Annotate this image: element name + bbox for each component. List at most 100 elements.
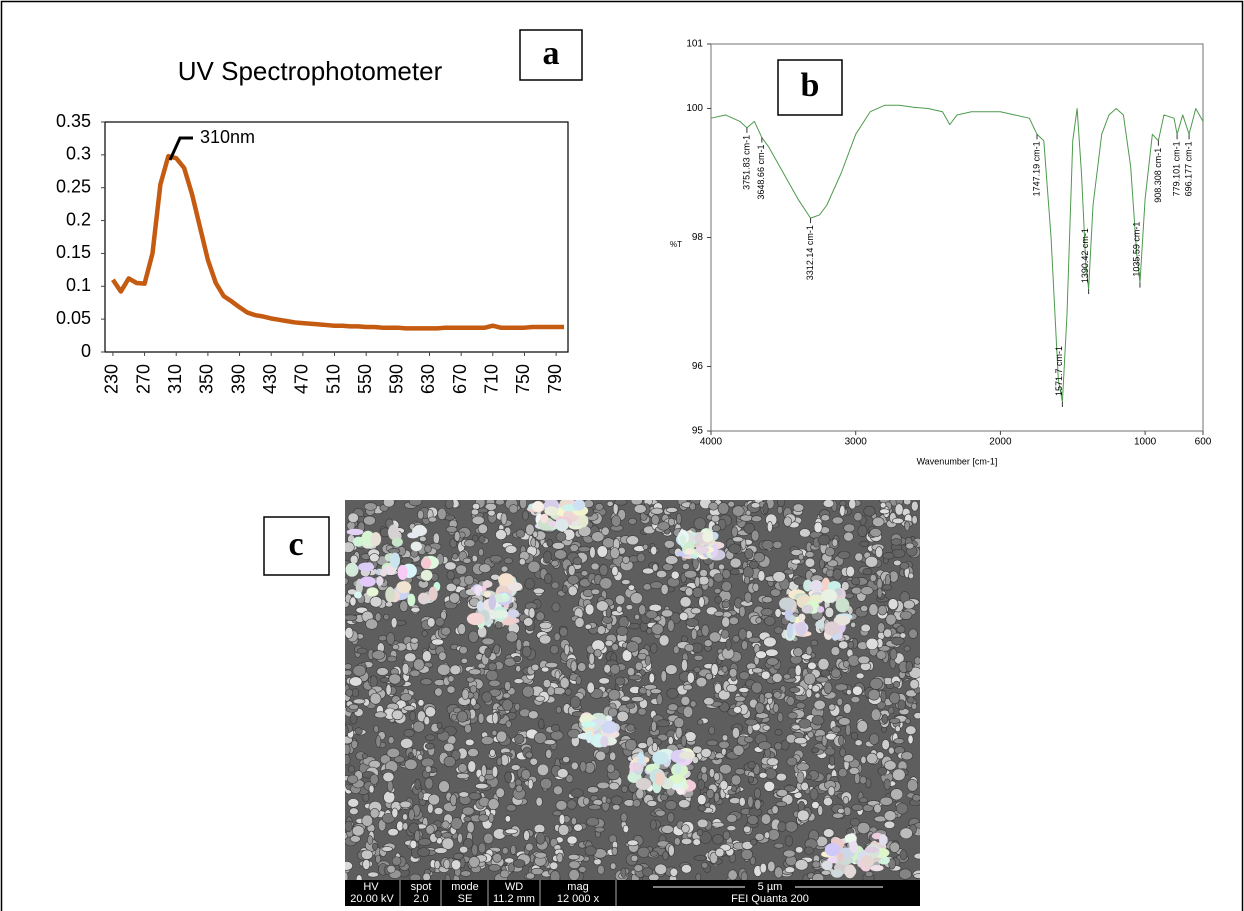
particle [423, 716, 430, 726]
particle [480, 764, 487, 777]
particle-cluster [396, 581, 412, 594]
particle [354, 727, 363, 735]
particle-cluster [420, 557, 432, 569]
particle [487, 662, 497, 671]
particle [525, 751, 533, 759]
particle [856, 822, 871, 835]
particle [773, 691, 782, 699]
x-tick-label: 1000 [1134, 437, 1157, 448]
particle [665, 664, 678, 675]
particle [345, 861, 353, 871]
particle [739, 514, 754, 522]
particle-cluster [798, 613, 806, 621]
particle [650, 507, 664, 515]
sem-setting: SE [458, 893, 473, 905]
peak-label: 908.308 cm-1 [1153, 148, 1163, 203]
particle [549, 861, 559, 870]
particle [451, 859, 462, 871]
particle [760, 670, 771, 680]
particle-cluster [684, 548, 695, 555]
particle [727, 500, 735, 508]
particle [650, 819, 657, 831]
peak-label: 1390.42 cm-1 [1080, 228, 1090, 283]
particle [369, 553, 380, 563]
particle [532, 530, 539, 538]
particle [443, 742, 455, 752]
particle-cluster [835, 597, 850, 613]
particle [608, 689, 621, 701]
particle [798, 718, 812, 729]
particle [410, 606, 421, 613]
particle [417, 790, 424, 801]
particle [839, 504, 846, 517]
particle [807, 731, 815, 739]
particle [444, 500, 454, 510]
particle [630, 500, 643, 506]
particle [721, 616, 731, 628]
particle [481, 691, 493, 703]
particle [563, 643, 570, 656]
particle [838, 717, 851, 726]
particle [604, 639, 614, 647]
particle [711, 524, 721, 532]
particle [700, 747, 712, 758]
particle [843, 703, 852, 714]
particle [543, 550, 552, 564]
particle [586, 681, 595, 694]
particle [750, 838, 758, 846]
particle [907, 734, 914, 745]
particle [529, 757, 538, 766]
particle [349, 554, 359, 565]
particle [796, 762, 810, 772]
particle [599, 564, 609, 576]
particle [766, 757, 779, 766]
particle [495, 500, 505, 506]
x-tick-label: 2000 [989, 437, 1012, 448]
particle [635, 788, 645, 800]
particle [648, 672, 655, 684]
x-axis-label: Wavenumber [cm-1] [917, 456, 998, 466]
particle [360, 849, 374, 860]
particle [523, 830, 530, 841]
particle [438, 780, 450, 793]
particle [558, 813, 566, 825]
particle [741, 848, 754, 861]
particle-cluster [358, 562, 375, 572]
particle [726, 825, 737, 832]
particle [692, 745, 703, 754]
particle [609, 547, 620, 560]
particle [820, 869, 831, 876]
particle [578, 866, 587, 873]
particle [424, 544, 432, 553]
particle [519, 500, 528, 510]
particle [654, 863, 668, 875]
particle [505, 804, 517, 812]
particle [521, 645, 532, 658]
particle [757, 741, 772, 750]
particle [908, 572, 914, 579]
particle [903, 645, 911, 652]
particle [705, 672, 713, 681]
particle [593, 648, 602, 658]
particle [876, 650, 887, 660]
particle [744, 591, 752, 603]
particle [501, 699, 514, 711]
particle [504, 828, 518, 835]
particle [803, 672, 816, 686]
particle [854, 552, 864, 562]
particle [883, 778, 891, 791]
particle [425, 824, 435, 835]
particle [863, 505, 876, 517]
particle [627, 584, 636, 591]
particle [559, 626, 569, 637]
particle [824, 547, 836, 557]
particle [460, 657, 468, 664]
particle [911, 500, 919, 512]
particle [748, 636, 761, 643]
particle [706, 739, 719, 747]
particle [708, 631, 721, 643]
x-tick-label: 590 [387, 364, 407, 394]
particle-cluster [397, 564, 408, 580]
particle [557, 824, 570, 836]
